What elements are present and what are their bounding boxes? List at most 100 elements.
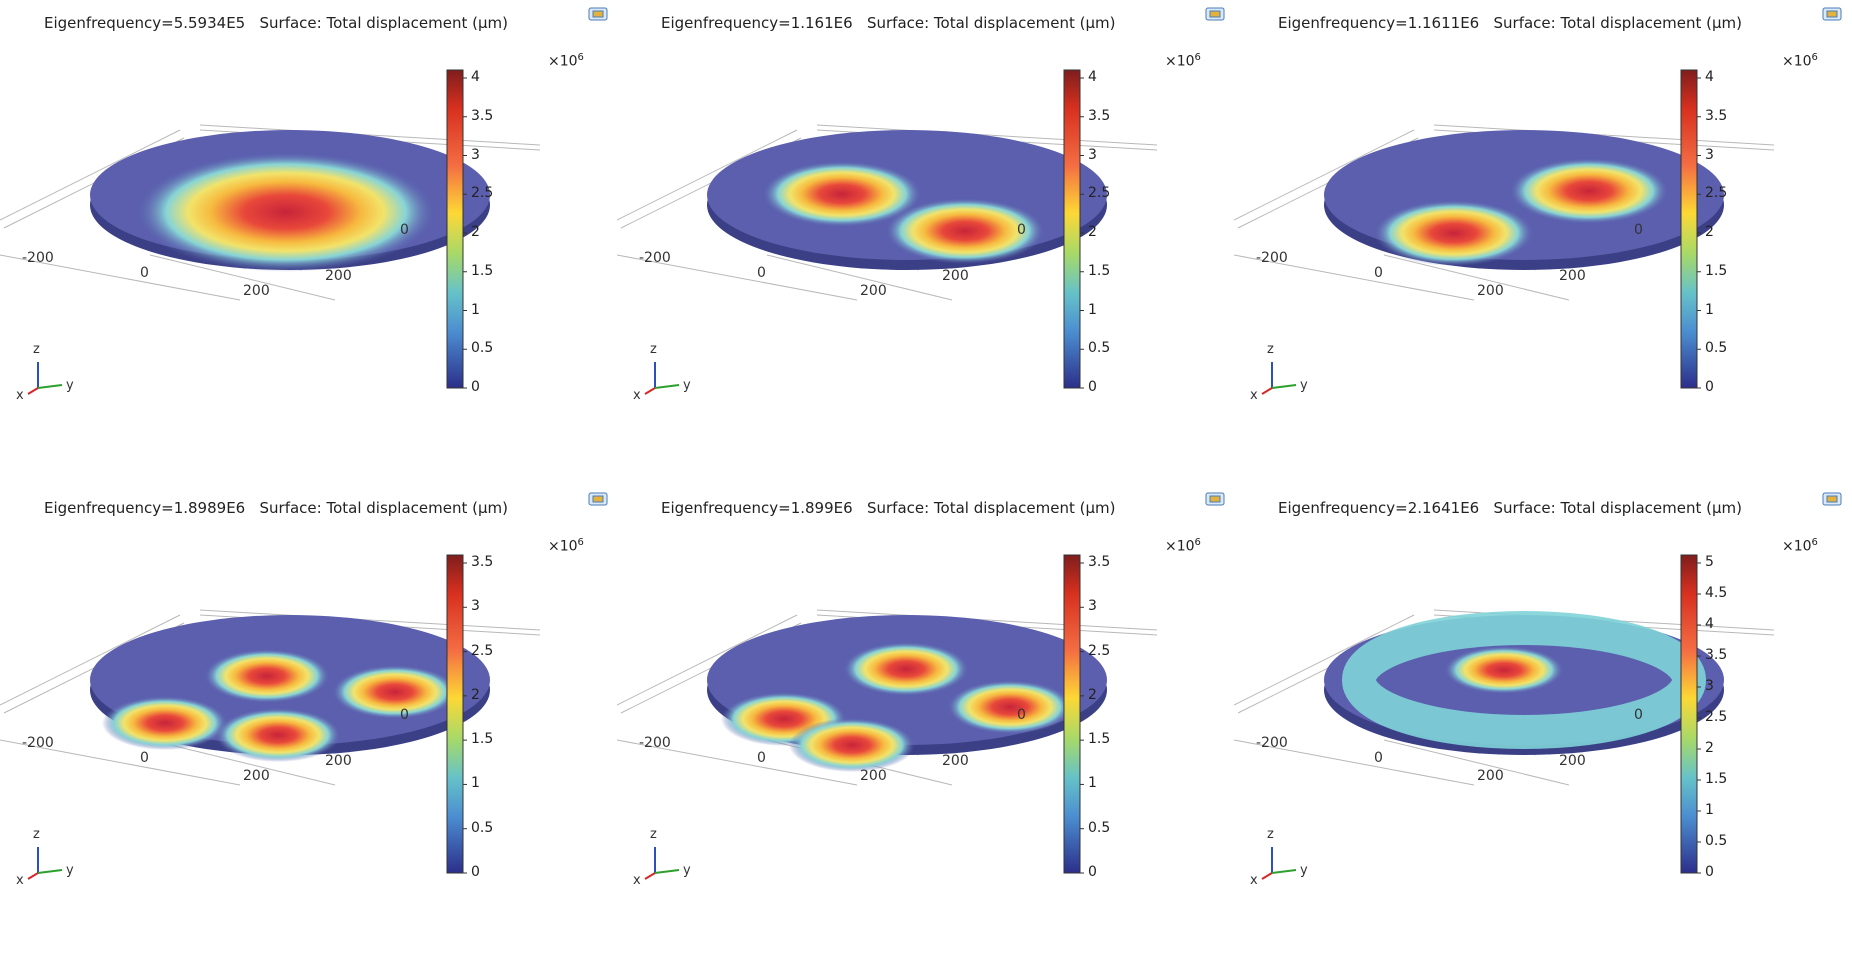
axis-tick-label: 200 xyxy=(942,268,969,284)
triad-label-y: y xyxy=(1300,863,1308,878)
plot-title: Eigenfrequency=5.5934E5 Surface: Total d… xyxy=(44,14,508,32)
colorbar-tick-label: 3.5 xyxy=(1088,107,1111,124)
image-snapshot-icon[interactable] xyxy=(1822,491,1842,507)
axis-tick-label: 0 xyxy=(1374,265,1383,281)
colorbar-tick-label: 2 xyxy=(471,224,480,240)
triad-label-x: x xyxy=(16,873,24,888)
displacement-lobe xyxy=(885,198,1045,264)
image-snapshot-icon[interactable] xyxy=(588,6,608,22)
axis-tick-label: 0 xyxy=(140,265,149,281)
plot-panel-4: 3.5 3 2.5 2 1.5 1 0.5 0 Eigenfrequency=1.8989E6 … xyxy=(0,485,617,970)
plot-canvas xyxy=(617,554,1158,880)
plot-title: Eigenfrequency=1.161E6 Surface: Total di… xyxy=(661,14,1116,32)
colorbar-tick-label: 5 xyxy=(1705,554,1714,570)
axis-tick-label: 200 xyxy=(1477,283,1504,299)
image-snapshot-icon[interactable] xyxy=(1205,491,1225,507)
displacement-lobe xyxy=(1444,646,1564,694)
axis-tick-label: 0 xyxy=(140,750,149,766)
colorbar-tick-label: 2 xyxy=(1088,686,1097,703)
axis-tick-label: 200 xyxy=(1559,268,1586,284)
colorbar-exponent: ×106 xyxy=(1165,52,1201,70)
displacement-lobe xyxy=(204,649,330,703)
displacement-lobe xyxy=(1374,200,1534,266)
axis-tick-label: 0 xyxy=(1634,222,1643,238)
colorbar-tick-label: 0.5 xyxy=(471,819,494,836)
plot-canvas xyxy=(1234,69,1775,395)
image-snapshot-icon[interactable] xyxy=(1822,6,1842,22)
colorbar-tick-label: 4 xyxy=(471,69,480,85)
colorbar-exponent: ×106 xyxy=(1782,52,1818,70)
triad-label-z: z xyxy=(1267,342,1274,357)
plot-canvas xyxy=(1234,554,1775,880)
colorbar-tick-label: 3 xyxy=(1705,146,1714,163)
triad-label-x: x xyxy=(1250,873,1258,888)
plot-panel-5: 3.5 3 2.5 2 1.5 1 0.5 0 Eigenfrequency=1.899E6 S… xyxy=(617,485,1234,970)
colorbar-tick-label: 1 xyxy=(1705,301,1714,318)
axis-tick-label: 200 xyxy=(942,753,969,769)
colorbar-tick-label: 0 xyxy=(1705,379,1714,395)
colorbar-tick-label: 3.5 xyxy=(471,107,494,124)
triad-label-x: x xyxy=(16,388,24,403)
axis-tick-label: -200 xyxy=(1256,250,1288,266)
plot-title: Eigenfrequency=1.899E6 Surface: Total di… xyxy=(661,499,1116,517)
colorbar-tick-label: 1.5 xyxy=(471,262,494,279)
axis-tick-label: 0 xyxy=(1374,750,1383,766)
colorbar-tick-label: 2.5 xyxy=(471,185,494,202)
colorbar-tick-label: 1 xyxy=(1088,775,1097,792)
colorbar-tick-label: 1.5 xyxy=(471,731,494,748)
colorbar-tick-label: 0.5 xyxy=(1705,833,1728,849)
colorbar-tick-label: 2.5 xyxy=(471,642,494,659)
plot-panel-6: 5 4.5 4 3.5 3 2.5 2 1.5 1 0.5 0 Eigenfrequency=2.16… xyxy=(1234,485,1851,970)
axis-tick-label: 200 xyxy=(1477,768,1504,784)
colorbar-tick-label: 3.5 xyxy=(471,554,494,570)
triad-label-y: y xyxy=(66,378,74,393)
colorbar-tick-label: 0 xyxy=(1088,379,1097,395)
plot-canvas xyxy=(0,554,541,880)
coordinate-triad xyxy=(644,362,680,395)
axis-tick-label: 200 xyxy=(243,768,270,784)
triad-label-y: y xyxy=(1300,378,1308,393)
colorbar-tick-label: 1 xyxy=(471,301,480,318)
axis-tick-label: 0 xyxy=(400,707,409,723)
plot-panel-1: 4 3.5 3 2.5 2 1.5 1 0.5 0 Eigenfrequency=5.5934E5… xyxy=(0,0,617,485)
colorbar-tick-label: 3 xyxy=(471,598,480,615)
triad-label-x: x xyxy=(1250,388,1258,403)
displacement-lobe xyxy=(762,161,922,227)
colorbar-tick-label: 3.5 xyxy=(1088,554,1111,570)
triad-label-z: z xyxy=(33,342,40,357)
triad-label-z: z xyxy=(650,827,657,842)
colorbar xyxy=(1063,554,1081,874)
colorbar-tick-label: 0 xyxy=(471,379,480,395)
plot-title: Eigenfrequency=1.1611E6 Surface: Total d… xyxy=(1278,14,1742,32)
triad-label-z: z xyxy=(1267,827,1274,842)
colorbar xyxy=(1063,69,1081,389)
colorbar-tick-label: 2 xyxy=(1705,740,1714,756)
colorbar-tick-label: 1 xyxy=(471,775,480,792)
triad-label-x: x xyxy=(633,873,641,888)
plot-canvas xyxy=(0,69,541,395)
colorbar-tick-label: 3.5 xyxy=(1705,107,1728,124)
axis-tick-label: 200 xyxy=(325,753,352,769)
coordinate-triad xyxy=(27,362,63,395)
coordinate-triad xyxy=(1261,847,1297,880)
axis-tick-label: 0 xyxy=(757,750,766,766)
coordinate-triad xyxy=(644,847,680,880)
displacement-lobe xyxy=(332,665,458,719)
triad-label-z: z xyxy=(650,342,657,357)
colorbar-tick-label: 0 xyxy=(471,864,480,880)
axis-tick-label: -200 xyxy=(1256,735,1288,751)
plot-title: Eigenfrequency=2.1641E6 Surface: Total d… xyxy=(1278,499,1742,517)
colorbar-tick-label: 1 xyxy=(1088,301,1097,318)
triad-label-y: y xyxy=(683,863,691,878)
image-snapshot-icon[interactable] xyxy=(1205,6,1225,22)
colorbar-tick-label: 0 xyxy=(1088,864,1097,880)
colorbar-tick-label: 3 xyxy=(471,146,480,163)
image-snapshot-icon[interactable] xyxy=(588,491,608,507)
colorbar-tick-label: 0.5 xyxy=(1705,340,1728,357)
colorbar-tick-label: 4 xyxy=(1705,69,1714,85)
axis-tick-label: -200 xyxy=(639,250,671,266)
colorbar-exponent: ×106 xyxy=(548,537,584,555)
axis-tick-label: -200 xyxy=(22,735,54,751)
colorbar-tick-label: 4 xyxy=(1088,69,1097,85)
triad-label-y: y xyxy=(683,378,691,393)
